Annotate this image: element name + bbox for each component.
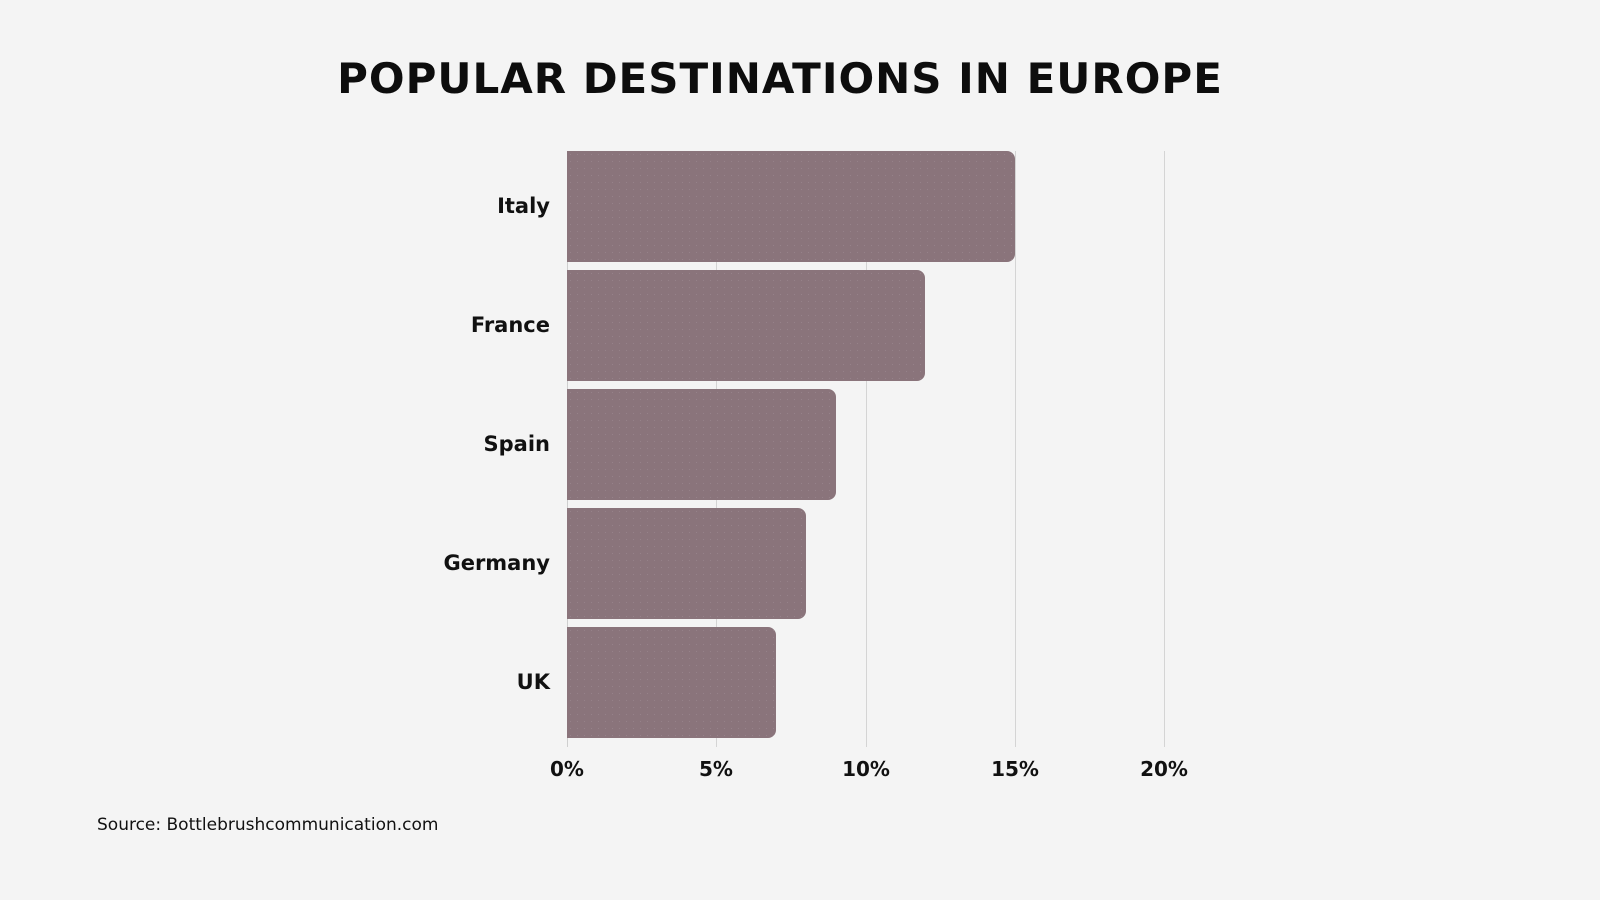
gridline xyxy=(1015,151,1016,747)
category-label: UK xyxy=(516,669,550,694)
bar-france xyxy=(567,270,925,381)
category-label: Italy xyxy=(497,193,550,218)
x-tick-label: 15% xyxy=(991,757,1039,781)
x-tick-label: 10% xyxy=(842,757,890,781)
plot-area xyxy=(567,151,1167,747)
bar-italy xyxy=(567,151,1015,262)
x-tick-label: 5% xyxy=(699,757,733,781)
source-note: Source: Bottlebrushcommunication.com xyxy=(97,815,439,835)
gridline xyxy=(1164,151,1165,747)
bar-uk xyxy=(567,627,776,738)
bar-germany xyxy=(567,508,806,619)
bar-spain xyxy=(567,389,836,500)
x-tick-label: 20% xyxy=(1140,757,1188,781)
gridline xyxy=(866,151,867,747)
category-label: Germany xyxy=(443,550,550,575)
category-label: France xyxy=(470,312,550,337)
category-label: Spain xyxy=(483,431,550,456)
x-tick-label: 0% xyxy=(550,757,584,781)
chart-title: POPULAR DESTINATIONS IN EUROPE xyxy=(337,54,1223,103)
